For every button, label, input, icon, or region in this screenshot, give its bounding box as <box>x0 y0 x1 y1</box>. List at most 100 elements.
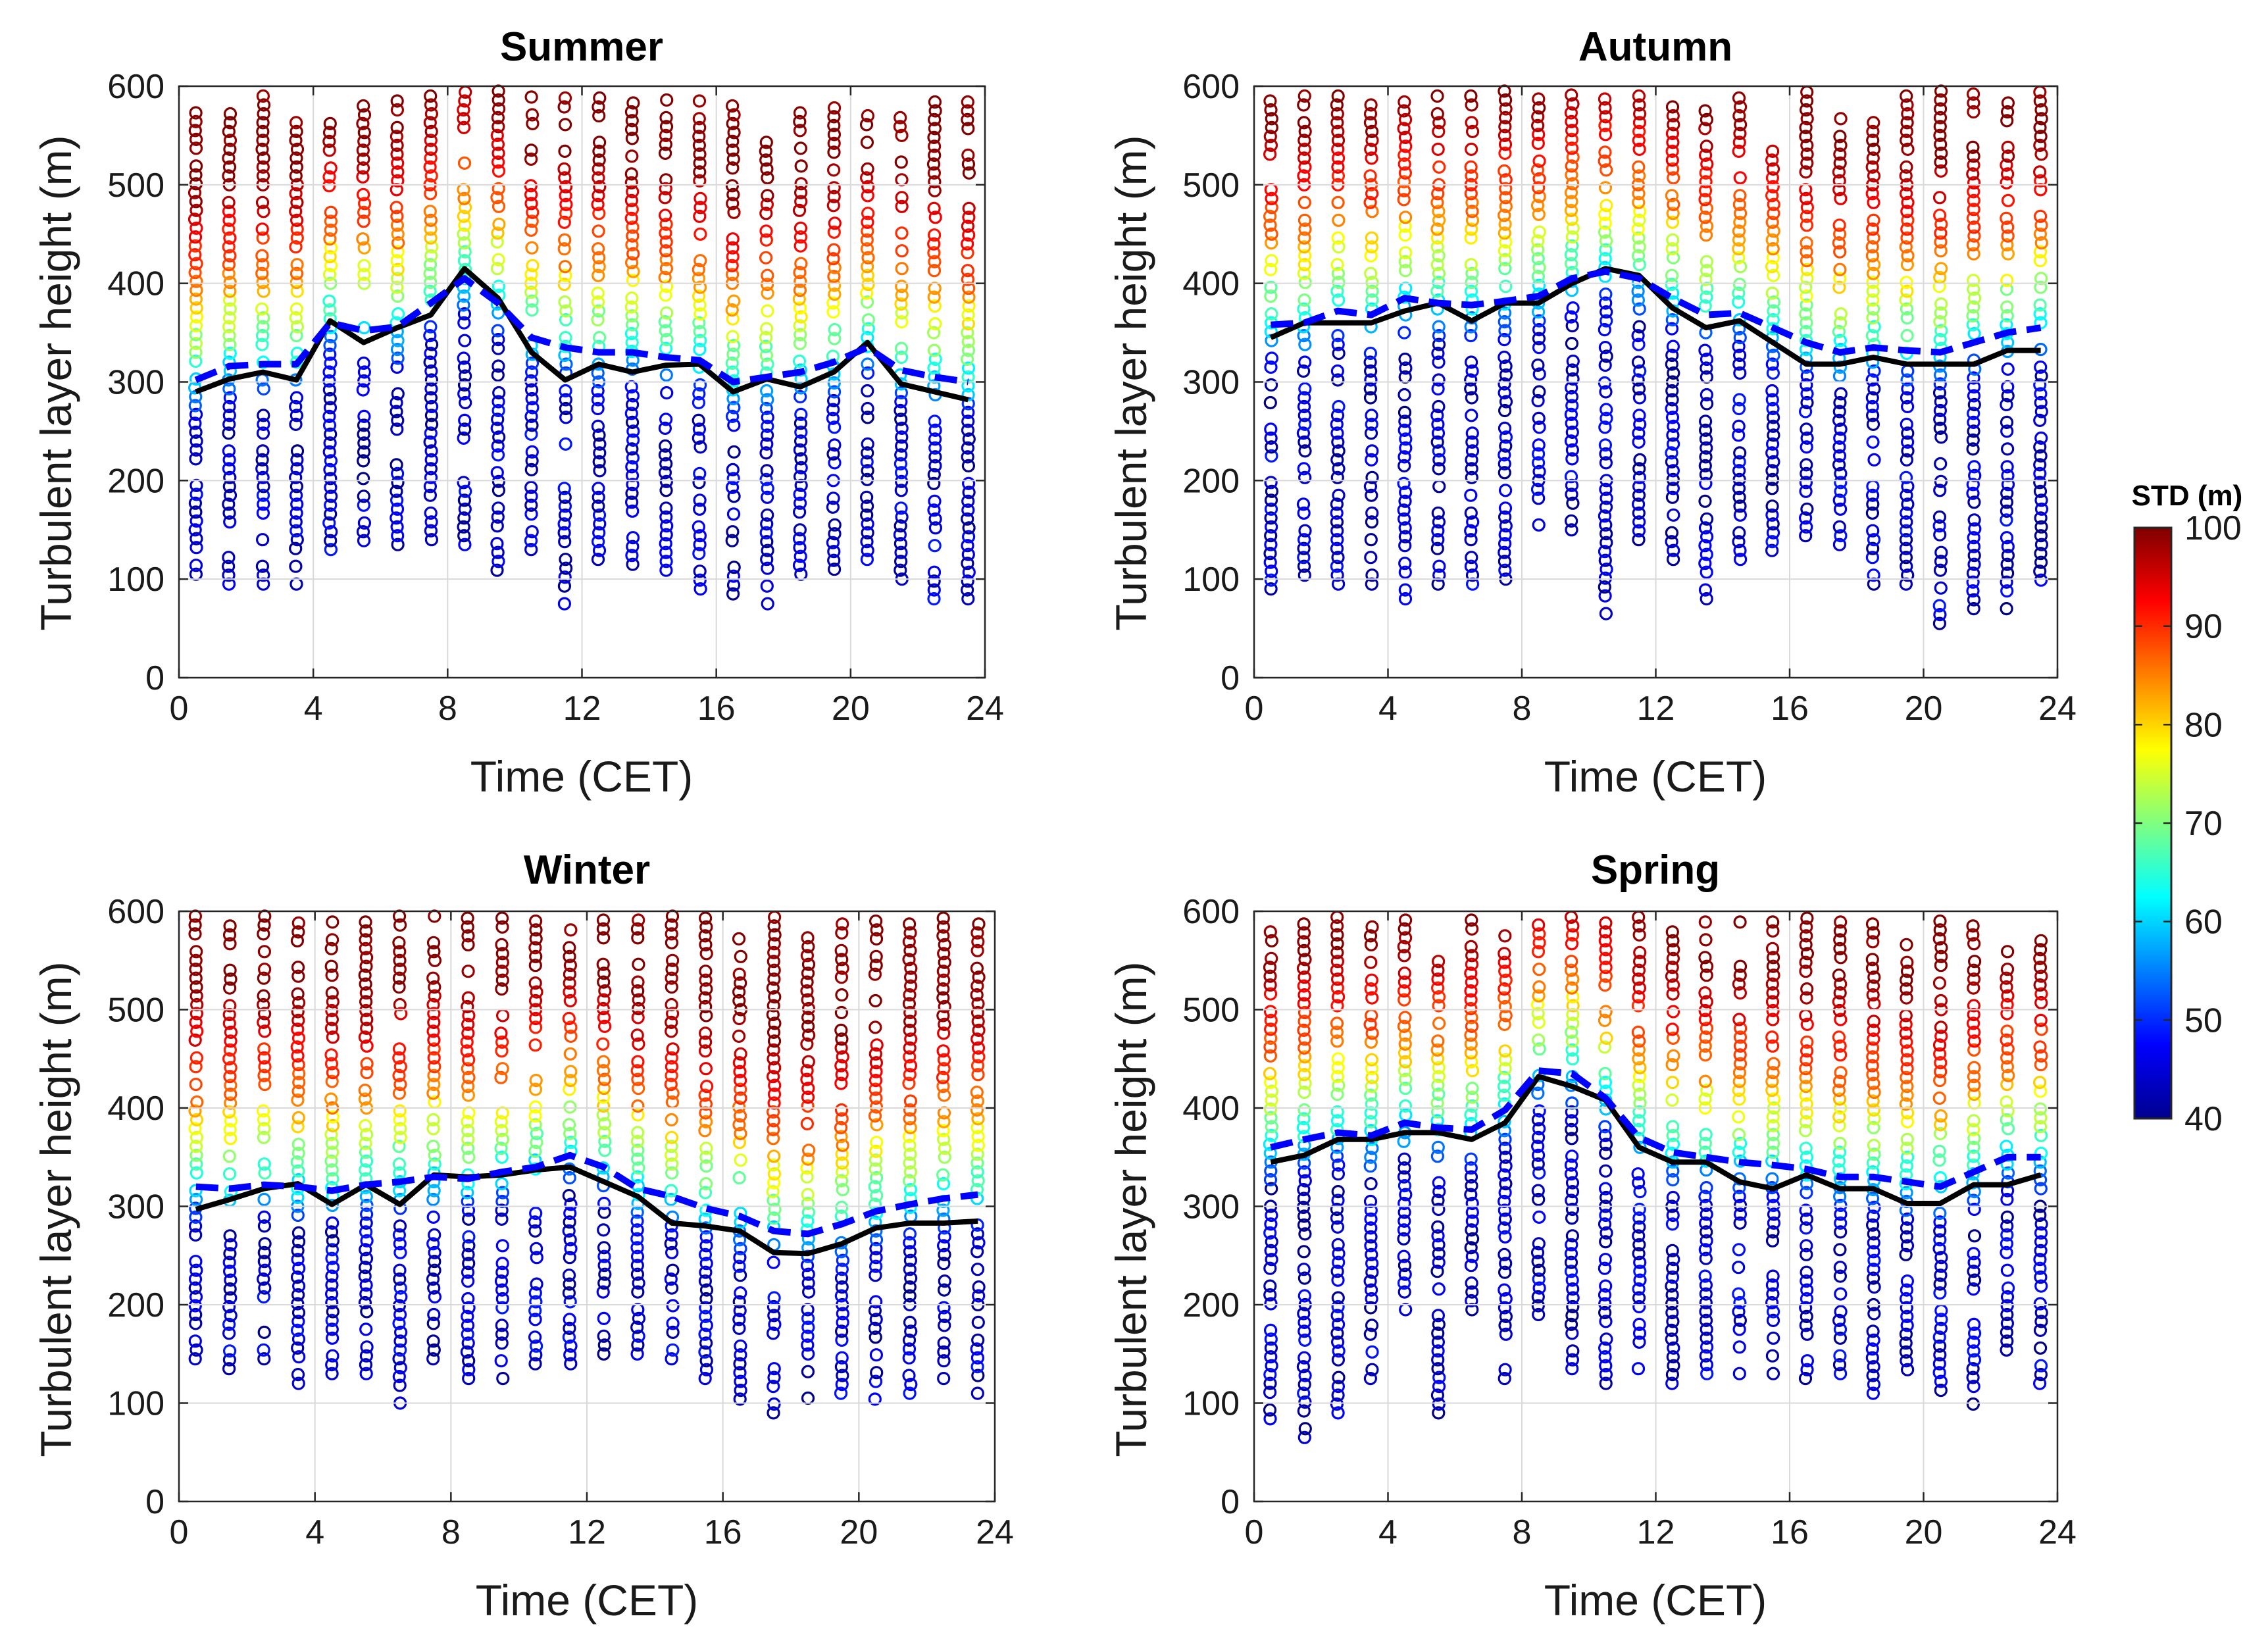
scatter-point <box>1967 105 1980 119</box>
scatter-point <box>2034 387 2048 401</box>
scatter-point <box>222 559 236 573</box>
scatter-point <box>1832 538 1846 551</box>
scatter-point <box>592 171 605 185</box>
scatter-point <box>1733 1296 1747 1310</box>
scatter-point <box>291 1341 305 1355</box>
scatter-point <box>563 1206 577 1221</box>
scatter-point <box>1967 1317 1981 1332</box>
scatter-point <box>970 944 984 957</box>
scatter-point <box>1531 118 1545 132</box>
scatter-point <box>390 103 405 117</box>
scatter-point <box>1765 1172 1779 1186</box>
scatter-point <box>1297 1182 1311 1197</box>
scatter-point <box>427 1015 441 1030</box>
scatter-point <box>390 94 404 108</box>
scatter-point <box>827 376 841 390</box>
scatter-point <box>1600 491 1613 505</box>
scatter-point <box>557 278 571 291</box>
scatter-point <box>564 1136 578 1149</box>
scatter-point <box>1298 391 1311 405</box>
scatter-point <box>2034 431 2048 445</box>
scatter-point <box>801 931 815 945</box>
scatter-point <box>793 266 807 280</box>
scatter-point <box>1934 1251 1948 1265</box>
scatter-point <box>1330 1211 1344 1225</box>
scatter-point <box>458 413 472 428</box>
scatter-point <box>1565 514 1578 528</box>
scatter-point <box>530 1277 543 1291</box>
scatter-point <box>902 917 917 931</box>
scatter-point <box>1800 209 1813 223</box>
scatter-point <box>734 1384 747 1398</box>
scatter-point <box>1967 557 1981 571</box>
scatter-point <box>223 276 237 290</box>
scatter-point <box>2034 573 2048 587</box>
scatter-point <box>1566 97 1580 111</box>
scatter-point <box>495 1301 509 1315</box>
scatter-point <box>1665 126 1679 140</box>
scatter-point <box>1566 972 1580 986</box>
scatter-point <box>1967 531 1980 545</box>
scatter-point <box>692 547 706 561</box>
scatter-point <box>291 1146 305 1160</box>
scatter-point <box>928 459 942 473</box>
scatter-point <box>1397 503 1411 517</box>
scatter-point <box>255 222 269 236</box>
scatter-point <box>1699 1278 1713 1292</box>
scatter-point <box>597 1311 611 1326</box>
scatter-point <box>699 1265 713 1279</box>
scatter-point <box>1767 411 1780 424</box>
scatter-point <box>1564 407 1578 422</box>
scatter-point <box>1297 1404 1311 1418</box>
scatter-point <box>530 1136 543 1149</box>
scatter-point <box>2000 274 2014 288</box>
scatter-point <box>189 284 203 297</box>
scatter-point <box>1766 1119 1780 1133</box>
scatter-point <box>1866 497 1880 511</box>
scatter-point <box>1565 443 1579 457</box>
scatter-point <box>1498 1203 1511 1217</box>
scatter-point <box>859 490 874 504</box>
scatter-point <box>1733 1057 1748 1070</box>
scatter-point <box>1599 234 1613 248</box>
scatter-point <box>1330 426 1344 440</box>
scatter-point <box>792 505 807 519</box>
scatter-point <box>457 236 471 250</box>
scatter-point <box>1532 980 1546 994</box>
scatter-point <box>222 151 236 165</box>
scatter-point <box>1498 1372 1511 1386</box>
scatter-point <box>1967 371 1980 385</box>
scatter-point <box>693 209 707 223</box>
scatter-point <box>869 1100 884 1114</box>
scatter-point <box>1799 1203 1813 1217</box>
scatter-point <box>902 1174 917 1188</box>
scatter-point <box>292 1075 306 1090</box>
scatter-point <box>801 993 815 1007</box>
scatter-point <box>761 357 774 371</box>
scatter-point <box>1598 589 1612 603</box>
scatter-point <box>1633 453 1647 467</box>
scatter-point <box>1498 1265 1512 1279</box>
scatter-point <box>1733 126 1747 140</box>
scatter-point <box>759 340 773 353</box>
scatter-point <box>258 1263 272 1277</box>
scatter-point <box>625 238 639 252</box>
scatter-point <box>972 1236 986 1249</box>
scatter-point <box>827 545 841 559</box>
scatter-point <box>861 189 874 203</box>
scatter-point <box>2000 1237 2013 1251</box>
scatter-point <box>188 239 202 253</box>
scatter-point <box>801 1028 816 1042</box>
scatter-point <box>289 205 303 218</box>
scatter-point <box>256 506 270 520</box>
scatter-point <box>1498 421 1512 436</box>
scatter-point <box>324 543 338 557</box>
scatter-point <box>659 111 673 124</box>
scatter-point <box>2033 245 2048 259</box>
scatter-point <box>1866 222 1880 236</box>
scatter-point <box>291 1058 305 1072</box>
scatter-point <box>625 318 640 332</box>
scatter-point <box>425 240 439 254</box>
scatter-point <box>1967 1140 1980 1154</box>
scatter-point <box>393 1113 407 1127</box>
